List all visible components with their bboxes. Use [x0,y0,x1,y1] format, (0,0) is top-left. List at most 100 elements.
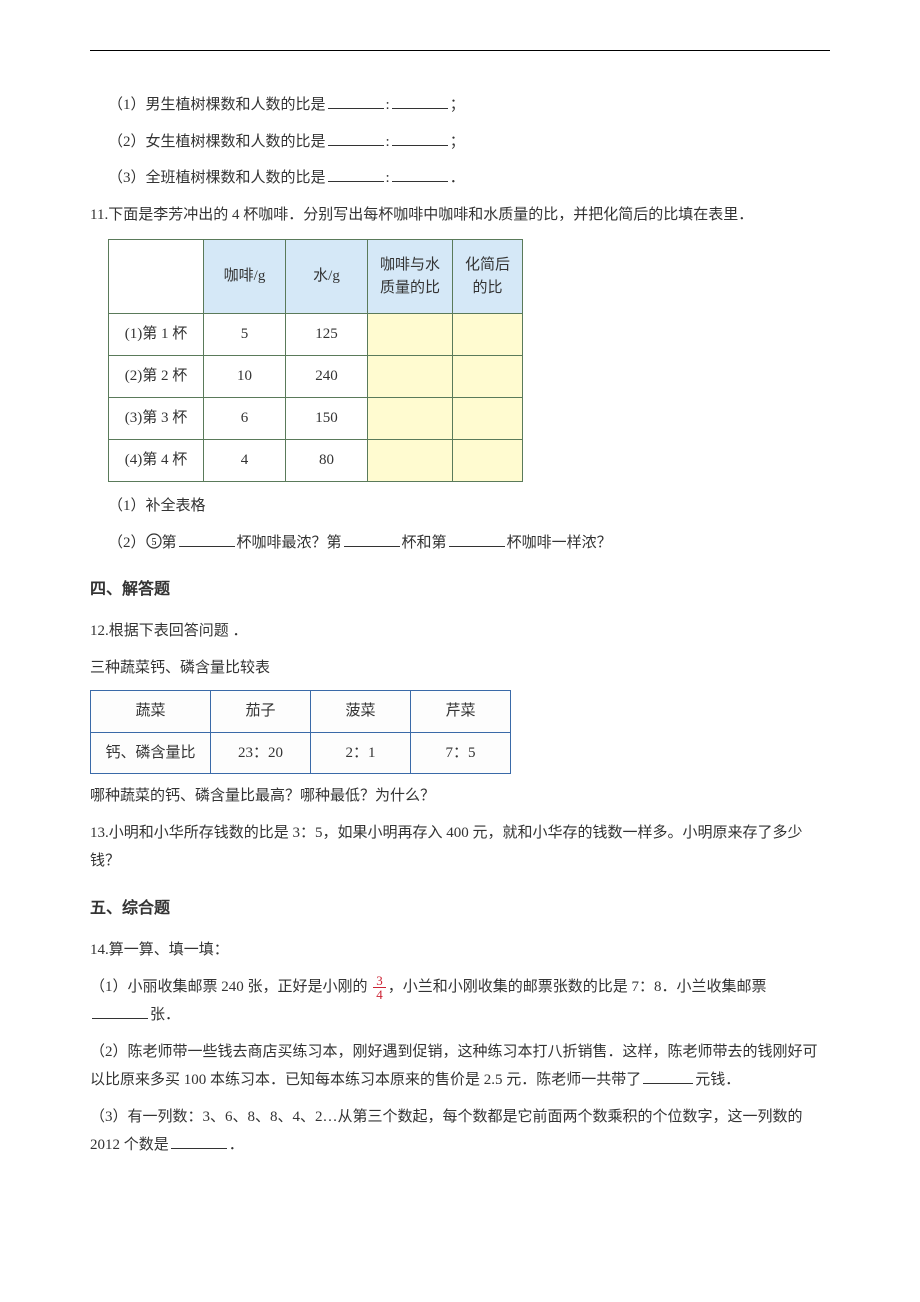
hdr-text: 水/g [286,265,367,288]
semi: ； [450,97,465,113]
table-header: 茄子 [211,691,311,733]
blank [328,131,384,146]
blank [344,532,400,547]
q14-p3b: ． [229,1137,244,1153]
q14-p2b: 元钱． [695,1072,740,1088]
colon: : [386,134,390,150]
table-cell: 125 [286,314,368,356]
table-cell-blank [368,314,453,356]
q11-stem: 11.下面是李芳冲出的 4 杯咖啡．分别写出每杯咖啡中咖啡和水质量的比，并把化简… [90,201,830,230]
section-4-title: 四、解答题 [90,575,830,605]
blank [171,1134,227,1149]
fraction-numerator: 3 [373,974,386,988]
q11-table-wrap: 咖啡/g 水/g 咖啡与水质量的比 化简后的比 (1)第 1 杯 5 125 (… [108,239,830,482]
row-label: (1)第 1 杯 [109,314,204,356]
q12-question: 哪种蔬菜的钙、磷含量比最高？哪种最低？为什么？ [90,782,830,811]
row-label: (4)第 4 杯 [109,440,204,482]
blank [392,131,448,146]
table-header: 芹菜 [411,691,511,733]
hdr-text: 化简后的比 [453,254,522,299]
table-cell: 240 [286,356,368,398]
table-cell: 4 [204,440,286,482]
q14-p1c: 张． [150,1007,180,1023]
table-cell: 7：5 [411,732,511,774]
q11-after2e: 杯咖啡一样浓？ [507,535,612,551]
hdr-text: 咖啡与水质量的比 [368,254,452,299]
table-cell-blank [453,314,523,356]
blank [92,1004,148,1019]
table-cell-blank [368,440,453,482]
table-cell: 6 [204,398,286,440]
q14-p2: （2）陈老师带一些钱去商店买练习本，刚好遇到促销，这种练习本打八折销售．这样，陈… [90,1038,830,1095]
table-header: 菠菜 [311,691,411,733]
page-top-rule [90,50,830,51]
svg-text:5: 5 [151,537,156,548]
table-cell: 2：1 [311,732,411,774]
q12-text: 根据下表回答问题 ． [109,623,248,639]
q12-subtitle: 三种蔬菜钙、磷含量比较表 [90,654,830,683]
colon: : [386,170,390,186]
coffee-table: 咖啡/g 水/g 咖啡与水质量的比 化简后的比 (1)第 1 杯 5 125 (… [108,239,523,482]
table-cell-blank [453,440,523,482]
q11-text: 下面是李芳冲出的 4 杯咖啡．分别写出每杯咖啡中咖啡和水质量的比，并把化简后的比… [108,207,753,223]
blank [328,94,384,109]
table-cell-blank [368,356,453,398]
blank [643,1069,693,1084]
q13-stem: 13.小明和小华所存钱数的比是 3：5，如果小明再存入 400 元，就和小华存的… [90,819,830,876]
table-cell-blank [453,356,523,398]
q11-after2c: 杯咖啡最浓？第 [237,535,342,551]
table-cell: 150 [286,398,368,440]
q10-sub1: （1）男生植树棵数和人数的比是: ； [90,91,830,120]
q14-p3: （3）有一列数：3、6、8、8、4、2…从第三个数起，每个数都是它前面两个数乘积… [90,1103,830,1160]
dot: ． [450,170,465,186]
q11-num: 11. [90,207,108,223]
q10-sub3-text: （3）全班植树棵数和人数的比是 [108,170,326,186]
q11-after2d: 杯和第 [402,535,447,551]
q10-sub2: （2）女生植树棵数和人数的比是: ； [90,128,830,157]
circled-5-icon: 5 [146,533,162,549]
fraction-denominator: 4 [373,988,386,1001]
q10-sub1-text: （1）男生植树棵数和人数的比是 [108,97,326,113]
blank [392,94,448,109]
blank [392,167,448,182]
fraction-icon: 34 [373,974,386,1001]
q11-after2: （2） 5第 杯咖啡最浓？第 杯和第 杯咖啡一样浓？ [90,529,830,558]
table-header: 咖啡与水质量的比 [368,240,453,314]
q11-after1: （1）补全表格 [90,492,830,521]
table-cell: 23：20 [211,732,311,774]
q14-stem: 14.算一算、填一填： [90,936,830,965]
q10-sub3: （3）全班植树棵数和人数的比是: ． [90,164,830,193]
q14-p1: （1）小丽收集邮票 240 张，正好是小刚的 34，小兰和小刚收集的邮票张数的比… [90,973,830,1030]
table-cell: 5 [204,314,286,356]
q12-num: 12. [90,623,109,639]
vegetable-table: 蔬菜 茄子 菠菜 芹菜 钙、磷含量比 23：20 2：1 7：5 [90,690,511,774]
colon: : [386,97,390,113]
q14-p1a: （1）小丽收集邮票 240 张，正好是小刚的 [90,979,371,995]
blank [328,167,384,182]
blank [449,532,505,547]
table-cell [109,240,204,314]
table-cell-blank [453,398,523,440]
table-header: 化简后的比 [453,240,523,314]
q11-after2a: （2） [108,535,146,551]
q14-p1b: ，小兰和小刚收集的邮票张数的比是 7：8．小兰收集邮票 [388,979,767,995]
table-header: 咖啡/g [204,240,286,314]
table-cell-blank [368,398,453,440]
row-label: 钙、磷含量比 [91,732,211,774]
q12-stem: 12.根据下表回答问题 ． [90,617,830,646]
q10-sub2-text: （2）女生植树棵数和人数的比是 [108,134,326,150]
blank [179,532,235,547]
table-cell: 10 [204,356,286,398]
q14-num: 14. [90,942,109,958]
table-header: 水/g [286,240,368,314]
row-label: (2)第 2 杯 [109,356,204,398]
hdr-text: 咖啡/g [204,265,285,288]
table-cell: 80 [286,440,368,482]
semi: ； [450,134,465,150]
q13-num: 13. [90,825,109,841]
section-5-title: 五、综合题 [90,894,830,924]
table-header: 蔬菜 [91,691,211,733]
q14-text: 算一算、填一填： [109,942,229,958]
q13-text: 小明和小华所存钱数的比是 3：5，如果小明再存入 400 元，就和小华存的钱数一… [90,825,803,870]
q11-after2b: 第 [162,535,177,551]
